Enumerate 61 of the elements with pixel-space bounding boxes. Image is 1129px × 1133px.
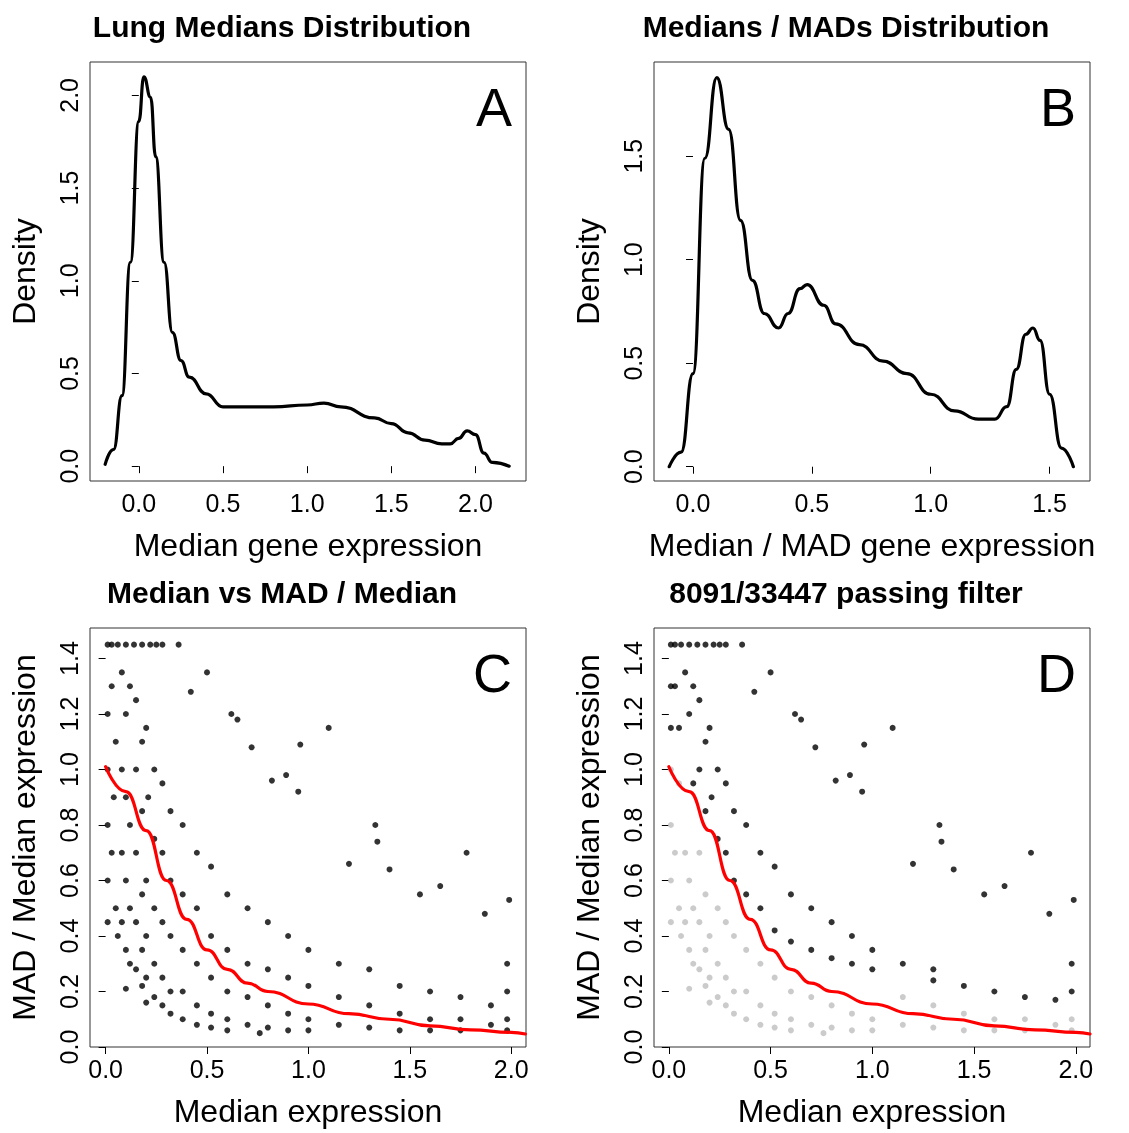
x-tick-label: 0.0 — [675, 488, 711, 517]
x-tick-label: 2.0 — [1058, 1054, 1094, 1083]
y-tick-label: 2.0 — [54, 77, 83, 113]
chart-title: Median vs MAD / Median — [106, 575, 458, 609]
y-axis-title: Density — [570, 218, 606, 325]
x-tick-label: 0.5 — [794, 488, 830, 517]
y-tick-label: 0.2 — [618, 974, 647, 1009]
y-tick-label: 0.8 — [54, 807, 83, 843]
y-tick-label: 1.0 — [618, 752, 647, 787]
y-axis-title: Density — [6, 218, 42, 325]
x-tick-label: 1.5 — [392, 1054, 428, 1083]
y-tick-label: 1.4 — [618, 641, 647, 676]
x-tick-label: 1.0 — [854, 1054, 890, 1083]
annotation: D — [1037, 643, 1076, 703]
y-axis-title: MAD / Median expression — [6, 654, 42, 1021]
y-tick-label: 0.5 — [54, 356, 83, 391]
y-tick-label: 1.5 — [54, 170, 83, 206]
chart-title: Lung Medians Distribution — [92, 9, 472, 43]
x-axis-title: Median / MAD gene expression — [648, 527, 1096, 563]
y-tick-label: 0.2 — [54, 974, 83, 1009]
x-tick-label: 2.0 — [458, 488, 493, 517]
y-tick-label: 1.5 — [618, 138, 647, 174]
line-series — [103, 75, 511, 468]
y-tick-label: 1.2 — [54, 696, 83, 732]
x-axis-title: Median expression — [737, 1093, 1007, 1129]
chart-title: 8091/33447 passing filter — [669, 575, 1024, 609]
x-tick-label: 1.5 — [1032, 488, 1067, 517]
y-tick-label: 1.0 — [54, 263, 83, 299]
y-tick-label: 0.0 — [54, 448, 83, 484]
y-tick-label: 0.0 — [618, 449, 647, 485]
x-tick-label: 0.0 — [121, 488, 157, 517]
x-axis-title: Median gene expression — [133, 527, 483, 563]
annotation: C — [473, 643, 512, 703]
y-tick-label: 0.5 — [618, 345, 647, 381]
x-tick-label: 1.0 — [913, 488, 949, 517]
y-tick-label: 0.4 — [54, 918, 83, 954]
annotation: B — [1039, 77, 1077, 137]
line-series — [104, 765, 527, 1036]
y-tick-label: 0.6 — [54, 863, 83, 898]
y-tick-label: 0.8 — [618, 807, 647, 843]
x-tick-label: 1.0 — [291, 1054, 326, 1083]
y-tick-label: 1.2 — [618, 696, 647, 732]
x-tick-label: 0.5 — [753, 1054, 788, 1083]
x-tick-label: 0.0 — [651, 1054, 687, 1083]
y-tick-label: 1.0 — [54, 752, 83, 787]
annotation: A — [475, 77, 513, 137]
y-tick-label: 1.0 — [618, 242, 647, 278]
x-tick-label: 1.5 — [373, 488, 409, 517]
x-tick-label: 0.5 — [189, 1054, 225, 1083]
x-axis-title: Median expression — [173, 1093, 443, 1129]
chart-title: Medians / MADs Distribution — [642, 9, 1050, 43]
y-tick-label: 0.6 — [618, 863, 647, 898]
x-tick-label: 2.0 — [493, 1054, 529, 1083]
x-tick-label: 1.0 — [289, 488, 325, 517]
x-tick-label: 1.5 — [956, 1054, 992, 1083]
y-axis-title: MAD / Median expression — [570, 654, 606, 1021]
x-tick-label: 0.0 — [88, 1054, 123, 1083]
x-tick-label: 0.5 — [205, 488, 241, 517]
y-tick-label: 0.4 — [618, 918, 647, 954]
line-series — [667, 75, 1075, 469]
y-tick-label: 1.4 — [54, 641, 83, 676]
